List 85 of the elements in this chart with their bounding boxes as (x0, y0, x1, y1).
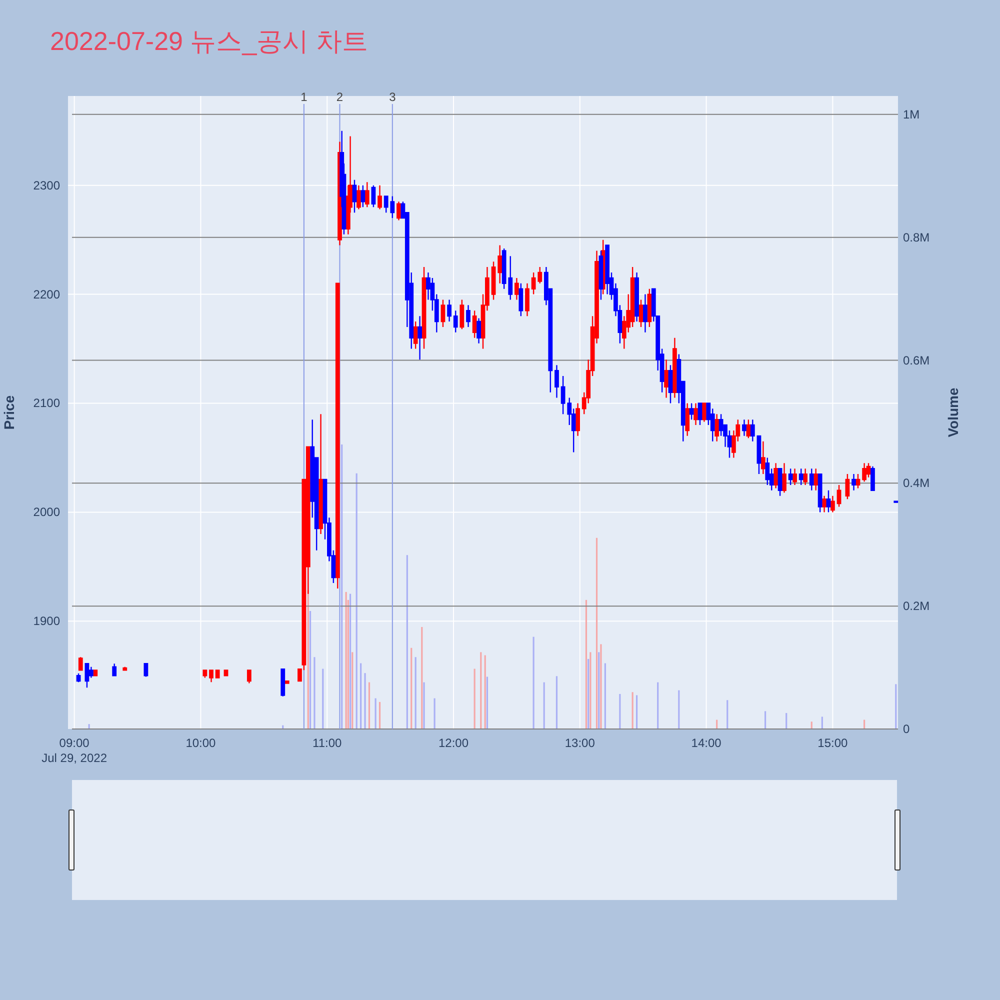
candlestick (202, 670, 208, 678)
x-tick-label: 12:00 (438, 736, 469, 750)
candlestick (814, 468, 818, 491)
candlestick (447, 299, 452, 322)
candlestick (788, 468, 793, 486)
candlestick (335, 282, 340, 590)
candlestick (742, 418, 746, 437)
y2-tick-label: 0.4M (903, 476, 930, 490)
candlestick (122, 666, 128, 671)
y-tick-label: 2300 (33, 178, 60, 192)
ref-line-label: 1 (300, 90, 308, 104)
candlestick (418, 315, 422, 360)
candlestick (782, 462, 786, 494)
candlestick (466, 304, 470, 328)
candlestick (798, 468, 804, 486)
candlestick (476, 318, 481, 344)
candlestick (862, 462, 866, 482)
candlestick (576, 402, 580, 437)
x-tick-label: 13:00 (564, 736, 596, 750)
candlestick (845, 473, 850, 500)
candlestick (112, 663, 117, 676)
candlestick (280, 668, 286, 697)
candlestick (318, 414, 323, 535)
candlestick (514, 277, 519, 300)
candlestick (760, 440, 766, 475)
y-axis-title: Price (1, 395, 17, 430)
text: Jul 29, 2022 (42, 751, 108, 765)
candlestick (246, 670, 252, 684)
candlestick (356, 184, 361, 210)
candlestick (672, 337, 677, 398)
candlestick (822, 495, 826, 513)
candlestick (809, 468, 814, 491)
y2-tick-label: 0.2M (903, 599, 930, 614)
candlestick (694, 402, 698, 426)
candlestick (826, 490, 831, 513)
candlestick (78, 656, 83, 671)
candlestick (643, 294, 648, 334)
candlestick (364, 181, 370, 208)
candlestick (818, 473, 822, 513)
y2-tick-label: 0.8M (903, 230, 930, 244)
candlestick (518, 282, 524, 317)
x-tick-label: 14:00 (691, 736, 722, 750)
candlestick (453, 310, 458, 334)
candlestick (750, 418, 755, 442)
candlestick (209, 670, 214, 683)
candlestick (870, 466, 875, 491)
x-tick-label: 11:00 (312, 736, 342, 750)
ref-line-label: 3 (389, 90, 396, 104)
x-tick-label: 09:00 (59, 736, 90, 750)
y-tick-label: 1900 (33, 614, 60, 628)
y2-axis-title: Volume (945, 388, 961, 438)
candlestick (664, 359, 668, 398)
chart-title: 2022-07-29 뉴스_공시 차트 (50, 26, 368, 56)
x-tick-label: 15:00 (818, 736, 848, 750)
candlestick (685, 402, 690, 437)
candlestick (360, 184, 366, 208)
y2-tick-label: 0.6M (903, 353, 930, 368)
y-tick-label: 2100 (33, 396, 60, 410)
y-tick-label: 2200 (33, 287, 60, 302)
candlestick (634, 272, 639, 322)
candlestick (554, 364, 559, 398)
candlestick (460, 299, 464, 330)
candlestick (689, 402, 694, 420)
candlestick (378, 184, 382, 210)
y2-tick-label: 1M (903, 107, 920, 122)
candlestick (144, 663, 148, 678)
candlestick (856, 473, 860, 489)
candlestick (714, 414, 720, 442)
ref-line-label: 2 (336, 90, 344, 104)
candlestick (498, 244, 502, 284)
candlestick (803, 468, 808, 486)
candlestick (774, 462, 778, 489)
candlestick (746, 418, 751, 439)
y2-tick-label: 0 (903, 722, 910, 736)
candlestick (830, 495, 835, 513)
candlestick (352, 179, 357, 214)
candlestick (413, 320, 418, 350)
y-tick-label: 2000 (33, 505, 60, 520)
candlestick (472, 310, 477, 338)
candlestick (525, 282, 530, 317)
candlestick (792, 468, 797, 486)
candlestick (284, 680, 290, 684)
candlestick (215, 670, 220, 678)
x-tick-label: 10:00 (186, 736, 216, 750)
candlestick (852, 473, 856, 491)
